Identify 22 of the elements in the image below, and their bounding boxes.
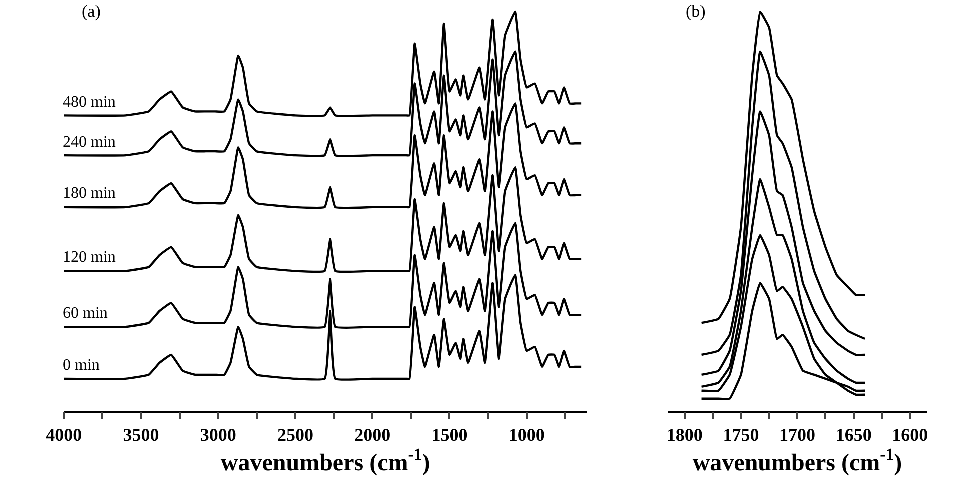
x-tick-label: 2000	[354, 425, 391, 446]
annotation: (b)	[686, 2, 706, 21]
x-tick-label: 1700	[780, 425, 816, 446]
x-tick-label: 1500	[432, 425, 468, 446]
series-label: 240 min	[63, 134, 116, 151]
x-tick-label: 1000	[508, 425, 545, 446]
x-tick-label: 1600	[892, 425, 928, 446]
x-tick-label: 1650	[836, 425, 872, 446]
x-tick-label: 3500	[123, 425, 160, 446]
x-tick-label: 2500	[277, 425, 314, 446]
series-label: 180 min	[63, 185, 116, 202]
annotation: (a)	[82, 2, 101, 21]
x-tick-label: 1800	[666, 425, 703, 446]
x-tick-label: 4000	[46, 425, 82, 446]
series-label: 60 min	[63, 305, 108, 322]
x-tick-label: 1750	[723, 425, 760, 446]
series-label: 480 min	[63, 94, 116, 111]
series-label: 0 min	[63, 357, 100, 374]
x-tick-label: 3000	[200, 425, 236, 446]
x-axis-title: wavenumbers (cm$^{-1}$)	[220, 445, 430, 476]
x-axis-title: wavenumbers (cm$^{-1}$)	[692, 445, 902, 476]
series-label: 120 min	[63, 249, 116, 266]
